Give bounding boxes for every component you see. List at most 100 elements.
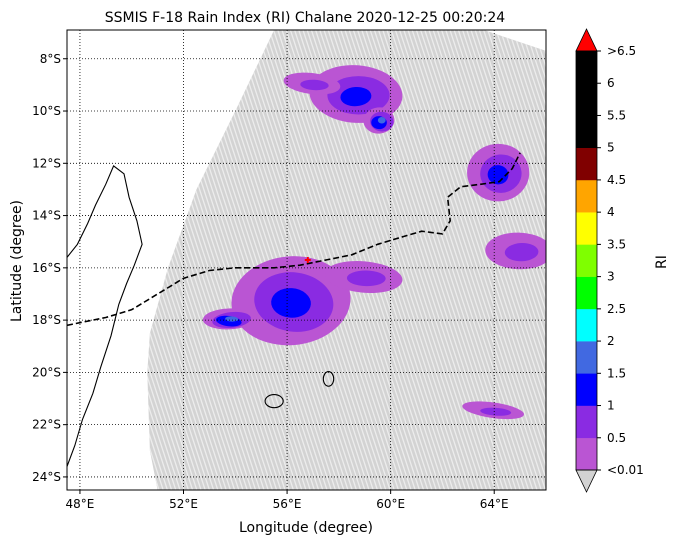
colorbar-segment (576, 405, 597, 439)
scan-line (478, 30, 546, 490)
colorbar-tick-label: 5.5 (607, 108, 626, 122)
colorbar-tick-label: 1.5 (607, 366, 626, 380)
colorbar-tick: 3 (597, 270, 615, 284)
scan-line (516, 30, 546, 490)
scan-line (256, 30, 408, 490)
scan-line (147, 30, 202, 490)
colorbar-segment (576, 147, 597, 181)
scan-line (147, 30, 185, 490)
y-tick: 16°S (32, 261, 67, 275)
colorbar-tick: 6 (597, 76, 615, 90)
colorbar: <0.01 0.5 1 1.5 2 2.5 3 3.5 4 4.5 5 5.5 6 >6.5 (575, 28, 644, 493)
colorbar-tick-label: 2.5 (607, 302, 626, 316)
colorbar-tick-label: <0.01 (607, 463, 644, 477)
scan-line (0, 30, 8, 490)
x-tick-label: 56°E (273, 497, 302, 511)
rain-cell (202, 308, 255, 330)
colorbar-tick: 4.5 (597, 173, 626, 187)
y-tick: 14°S (32, 209, 67, 223)
scan-line (411, 30, 546, 490)
x-tick: 56°E (273, 490, 302, 511)
scan-line (470, 30, 546, 490)
y-tick-label: 24°S (32, 470, 61, 484)
colorbar-label: RI (654, 255, 670, 269)
scan-line (512, 30, 546, 490)
scan-line (268, 30, 421, 490)
satellite-swath (0, 30, 546, 490)
y-tick-label: 20°S (32, 365, 61, 379)
x-tick: 48°E (66, 490, 95, 511)
rain-cell (325, 260, 403, 294)
colorbar-tick: 1 (597, 399, 615, 413)
x-tick: 52°E (169, 490, 198, 511)
x-tick-label: 52°E (169, 497, 198, 511)
colorbar-tick-label: >6.5 (607, 44, 636, 58)
scan-line (482, 30, 546, 490)
rain-band (346, 270, 386, 287)
scan-line (147, 30, 248, 490)
scan-line (147, 30, 206, 490)
y-tick: 20°S (32, 365, 67, 379)
y-tick-label: 22°S (32, 418, 61, 432)
y-tick-label: 12°S (32, 156, 61, 170)
scan-line (147, 30, 257, 490)
rain-cell (363, 107, 395, 134)
storm-track (67, 152, 521, 327)
colorbar-tick: 3.5 (597, 237, 626, 251)
rain-band (300, 79, 329, 91)
colorbar-tick-label: 4.5 (607, 173, 626, 187)
colorbar-segment (576, 179, 597, 213)
scan-line (495, 30, 546, 490)
scan-line (403, 30, 546, 490)
scan-line (147, 30, 223, 490)
y-axis-label: Latitude (degree) (9, 200, 25, 322)
y-tick-label: 18°S (32, 313, 61, 327)
x-tick-label: 48°E (66, 497, 95, 511)
rain-cell (485, 232, 546, 270)
colorbar-tick-label: 3 (607, 270, 615, 284)
colorbar-segment (576, 51, 597, 84)
coastlines (67, 165, 335, 467)
scan-line (147, 30, 261, 490)
graticule (67, 30, 546, 490)
island-outline (264, 394, 284, 409)
rain-cell (462, 401, 524, 420)
scan-line (289, 30, 442, 490)
scan-line (508, 30, 546, 490)
scan-line (474, 30, 546, 490)
colorbar-tick: <0.01 (597, 463, 644, 477)
scan-line (147, 30, 269, 490)
scan-line (147, 30, 211, 490)
storm-track-line (67, 152, 521, 327)
scan-line (147, 30, 215, 490)
x-tick: 64°E (480, 490, 509, 511)
x-tick-label: 64°E (480, 497, 509, 511)
y-tick-label: 8°S (40, 52, 61, 66)
colorbar-tick-label: 2 (607, 334, 615, 348)
colorbar-over-arrow (575, 28, 598, 52)
rain-band (225, 316, 239, 322)
colorbar-segment (576, 437, 597, 471)
scan-line (487, 30, 546, 490)
madagascar-coastline (67, 165, 143, 467)
rain-cells (202, 65, 546, 420)
scan-line (499, 30, 546, 490)
y-tick: 12°S (32, 156, 67, 170)
colorbar-segment (576, 212, 597, 245)
scan-line (147, 30, 265, 490)
rain-cell (283, 72, 341, 95)
scan-line (285, 30, 437, 490)
colorbar-tick-label: 4 (607, 205, 615, 219)
x-axis-ticks: 48°E 52°E 56°E 60°E 64°E (66, 490, 509, 511)
y-tick-label: 14°S (32, 209, 61, 223)
scan-line (147, 30, 181, 490)
map-layer (0, 30, 546, 490)
colorbar-tick-label: 6 (607, 76, 615, 90)
scan-line (147, 30, 177, 490)
rain-cell (231, 256, 351, 346)
scan-line (243, 30, 395, 490)
colorbar-tick-label: 3.5 (607, 237, 626, 251)
scan-line (147, 30, 190, 490)
rain-band (504, 243, 539, 262)
